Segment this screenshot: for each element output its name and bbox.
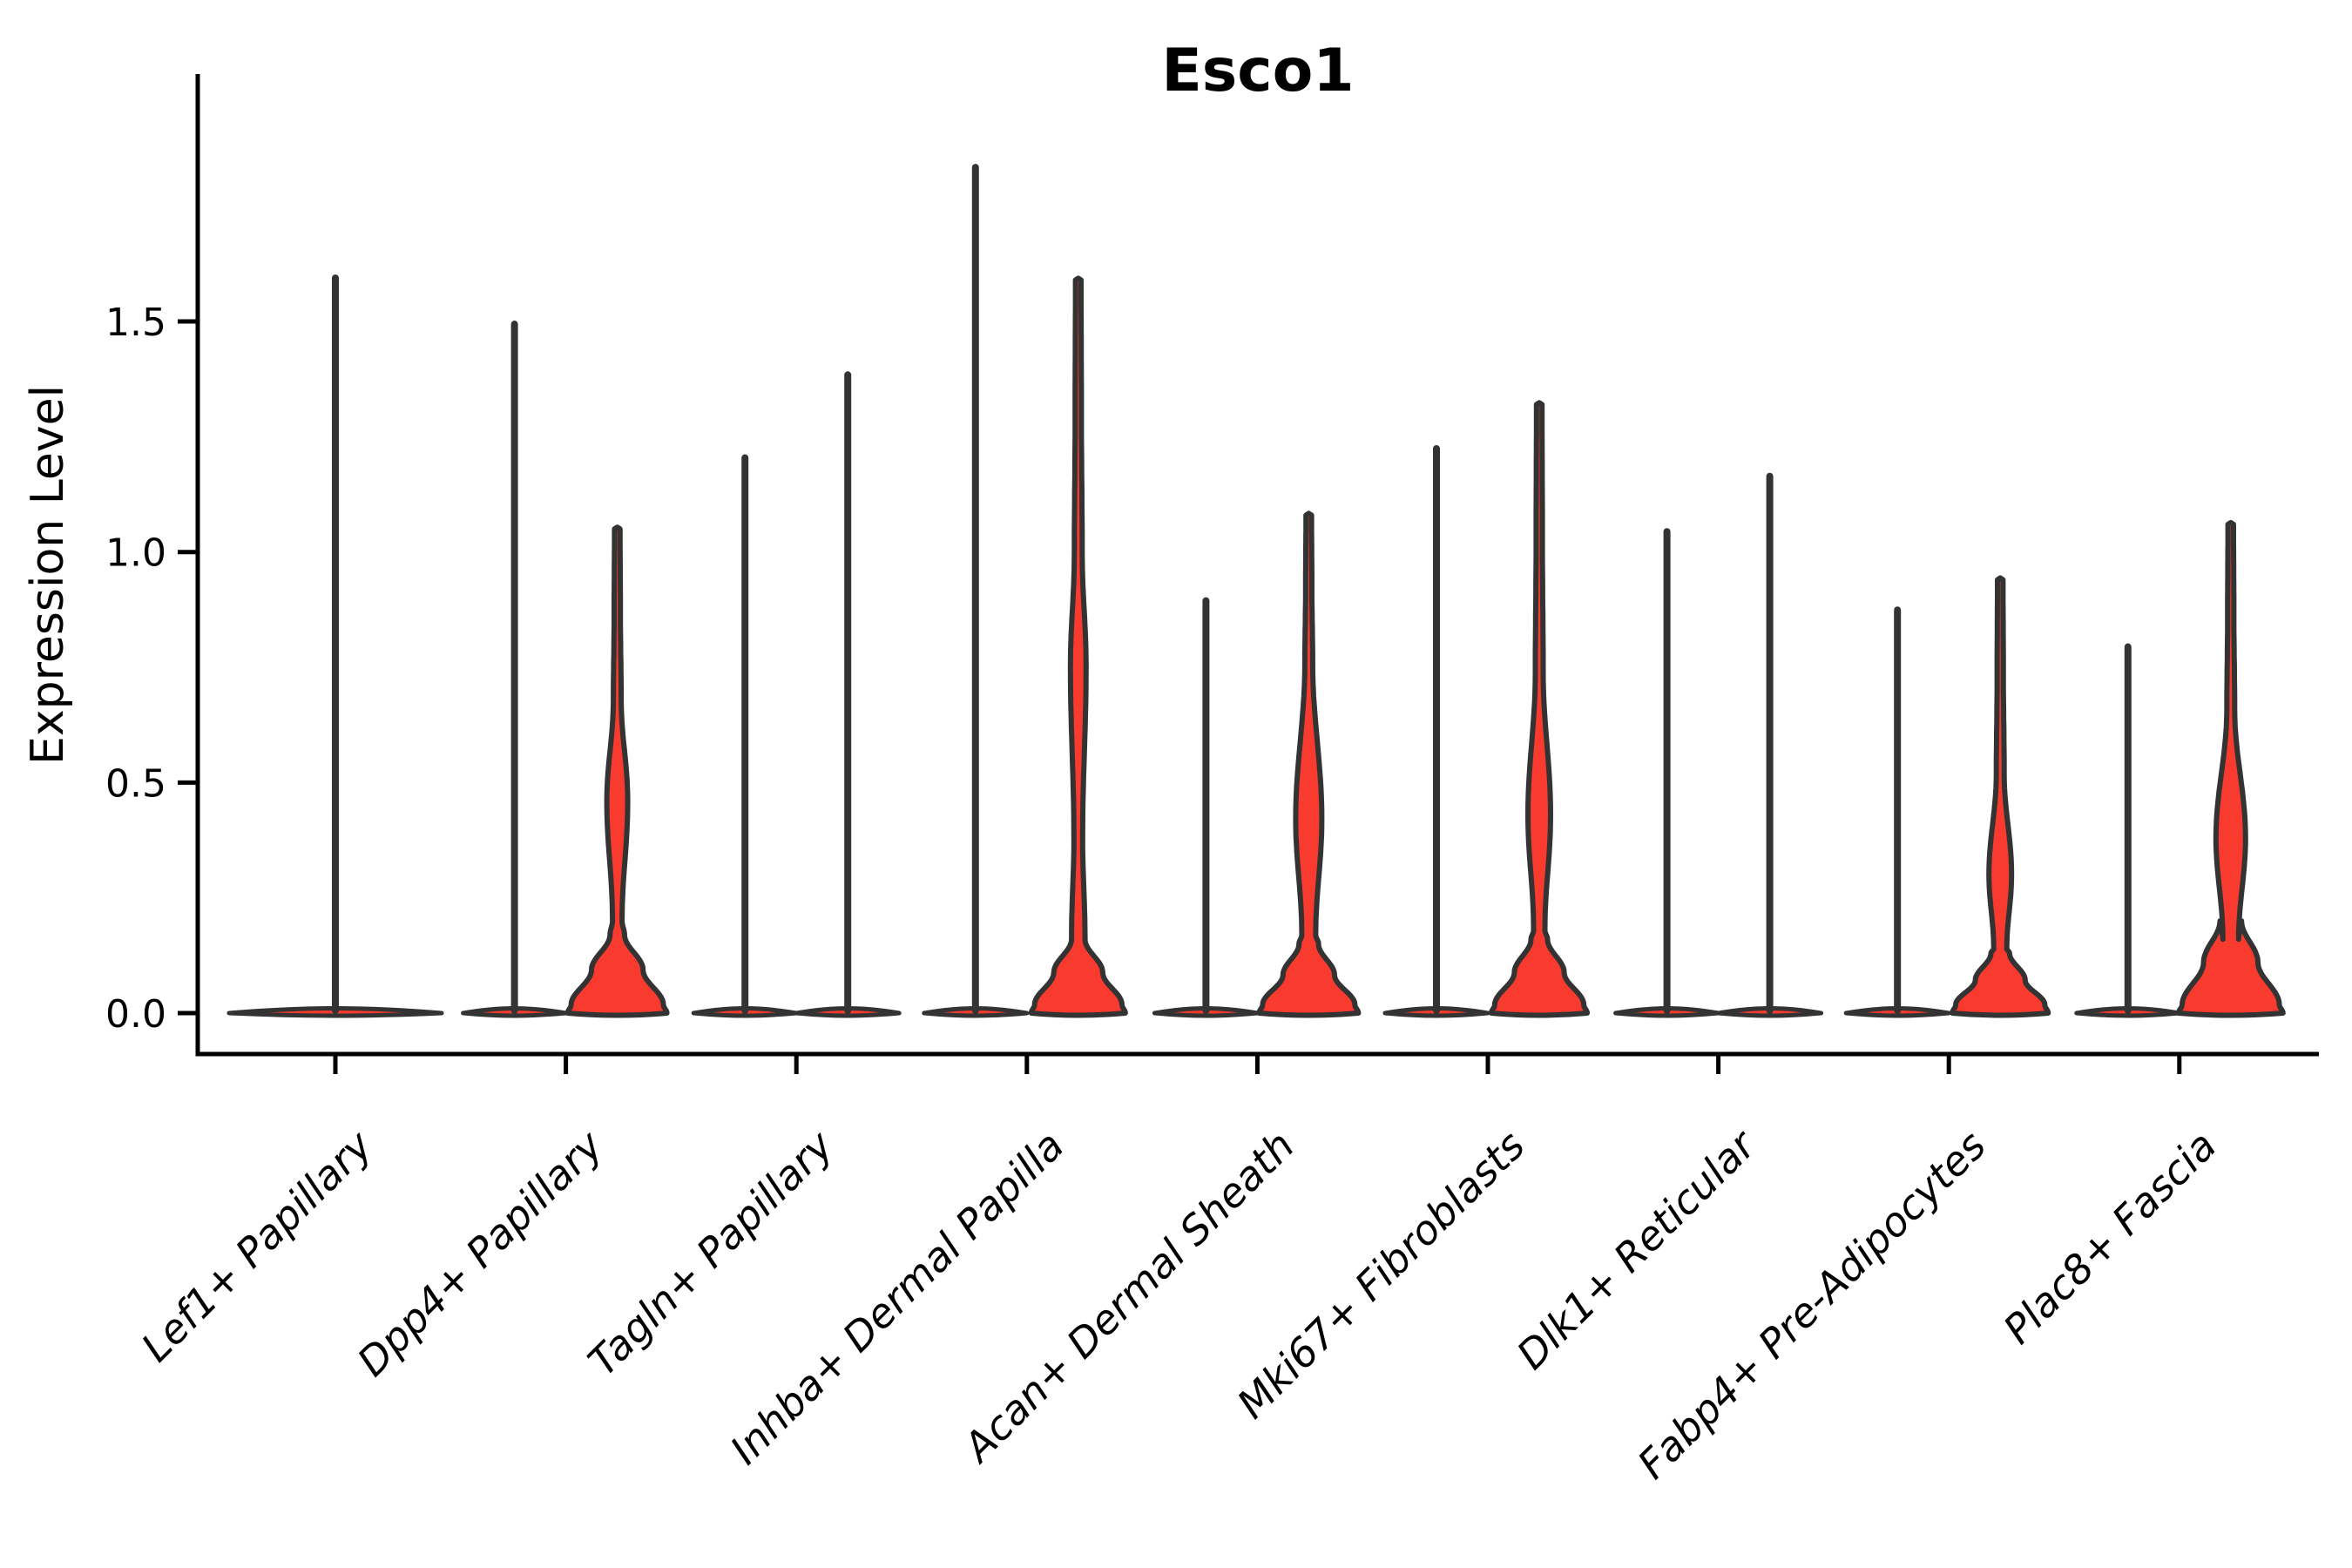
x-category-label: Plac8+ Fascia — [1994, 1122, 2225, 1353]
chart-title: Esco1 — [1161, 37, 1354, 105]
y-tick-label: 0.0 — [105, 992, 166, 1037]
x-category-label: Dlk1+ Reticular — [1508, 1119, 1767, 1378]
violin — [1950, 575, 2051, 1018]
x-category-label: Tagln+ Papillary — [579, 1121, 843, 1385]
x-category-label: Lef1+ Papillary — [132, 1121, 382, 1370]
violin — [564, 524, 670, 1018]
x-category-label: Dpp4+ Papillary — [348, 1121, 612, 1385]
y-tick-label: 1.5 — [105, 301, 166, 345]
y-tick-label: 1.0 — [105, 531, 166, 576]
violin — [2175, 519, 2286, 1018]
violins-layer — [226, 164, 2286, 1018]
violin — [1256, 510, 1362, 1018]
y-tick-label: 0.5 — [105, 761, 166, 806]
y-axis-label: Expression Level — [22, 385, 74, 765]
violin — [1489, 400, 1590, 1018]
violin — [1028, 275, 1128, 1018]
